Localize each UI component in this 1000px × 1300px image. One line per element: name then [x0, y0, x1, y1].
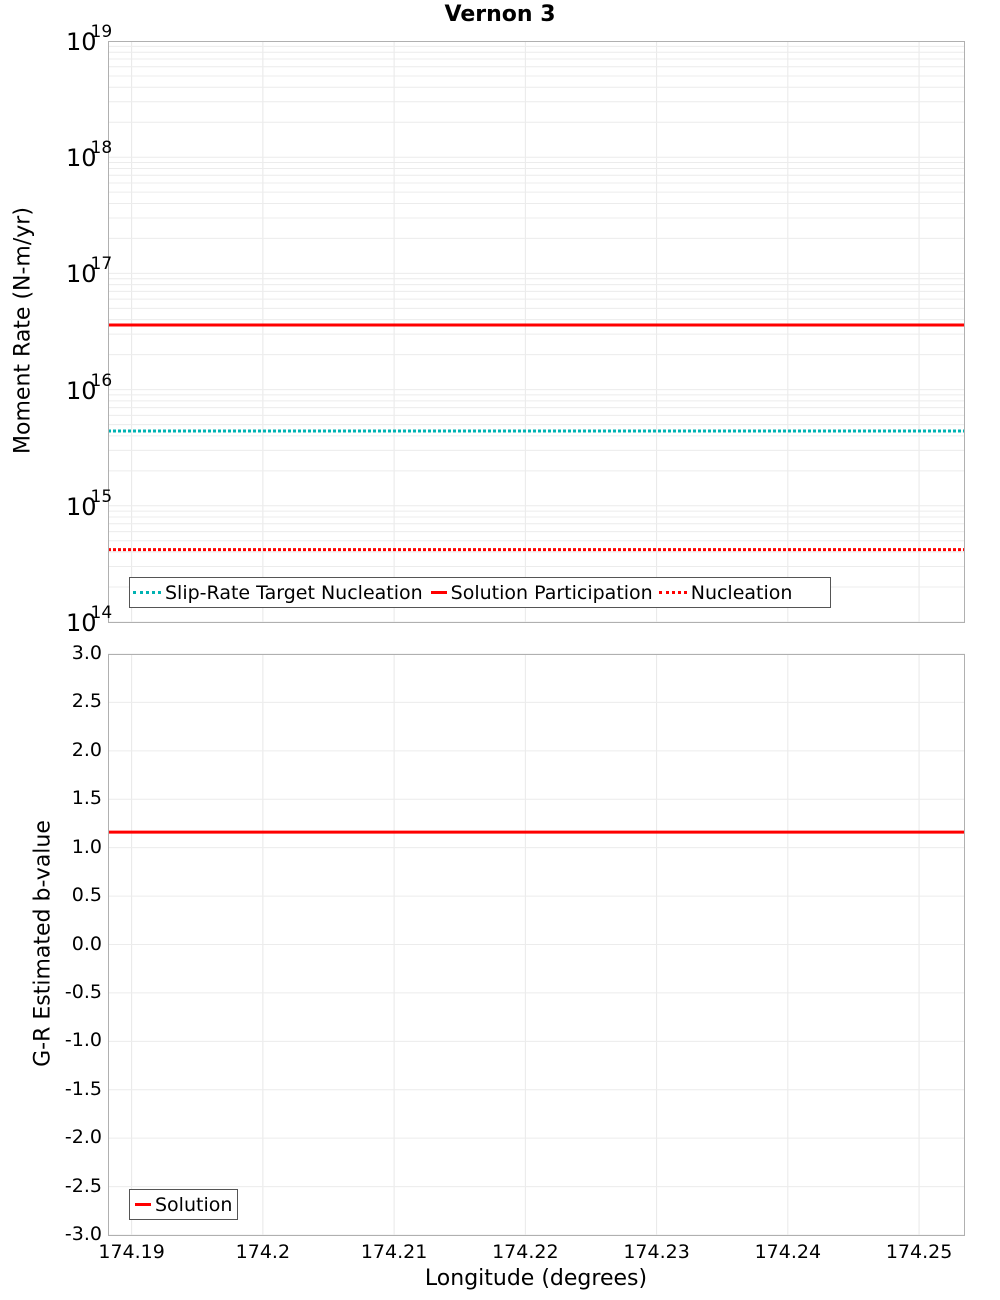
y-tick-label: 0.5 [71, 884, 102, 907]
dotted-cyan-line-icon [133, 591, 161, 594]
y-tick-label: 1018 [66, 138, 113, 173]
solid-red-line-icon [135, 1203, 151, 1206]
legend-item-nucleation: Nucleation [658, 581, 793, 604]
x-tick-label: 174.24 [754, 1241, 822, 1263]
x-tick-label: 174.25 [885, 1241, 953, 1263]
bottom-plot-frame [108, 654, 965, 1236]
solid-red-line-icon [430, 591, 447, 594]
legend-label: Solution [155, 1193, 233, 1216]
y-tick-label: -3.0 [64, 1223, 102, 1245]
x-tick-label: 174.22 [492, 1241, 559, 1263]
y-tick-label: 1019 [66, 22, 113, 56]
y-tick-label: -1.0 [64, 1029, 102, 1052]
y-tick-label: 1016 [66, 370, 113, 405]
top-legend: Slip-Rate Target Nucleation Solution Par… [129, 577, 831, 608]
legend-item-solution: Solution [133, 1194, 232, 1216]
legend-item-slip-rate-target: Slip-Rate Target Nucleation [133, 582, 423, 604]
y-tick-label: -1.5 [64, 1077, 102, 1100]
legend-label: Solution Participation [450, 581, 653, 604]
y-tick-label: 1017 [66, 254, 113, 289]
x-tick-label: 174.19 [98, 1241, 165, 1263]
y-tick-label: -0.5 [64, 980, 102, 1003]
y-tick-label: -2.0 [64, 1126, 102, 1149]
x-axis-label: Longitude (degrees) [424, 1266, 648, 1291]
x-tick-label: 174.23 [623, 1241, 690, 1263]
chart-title: Vernon 3 [444, 2, 556, 27]
y-tick-label: 0.0 [71, 932, 102, 955]
y-tick-label: 1.5 [71, 787, 102, 810]
y-tick-label: -2.5 [64, 1174, 102, 1197]
legend-label: Slip-Rate Target Nucleation [165, 581, 423, 604]
top-plot-area [108, 41, 965, 622]
top-y-axis-label: Moment Rate (N-m/yr) [10, 207, 36, 454]
x-tick-label: 174.2 [235, 1241, 291, 1263]
legend-item-solution-participation: Solution Participation [429, 582, 653, 604]
y-tick-label: 1.0 [71, 835, 102, 858]
y-tick-label: 3.0 [71, 642, 102, 664]
y-tick-label: 1014 [66, 603, 113, 637]
dotted-red-line-icon [658, 591, 687, 594]
legend-label: Nucleation [690, 581, 793, 604]
bottom-legend: Solution [129, 1189, 238, 1220]
y-tick-label: 2.5 [71, 690, 102, 713]
top-plot-frame [108, 41, 965, 623]
y-tick-label: 1015 [66, 486, 113, 521]
x-tick-label: 174.21 [360, 1241, 428, 1263]
y-tick-label: 2.0 [71, 738, 102, 761]
